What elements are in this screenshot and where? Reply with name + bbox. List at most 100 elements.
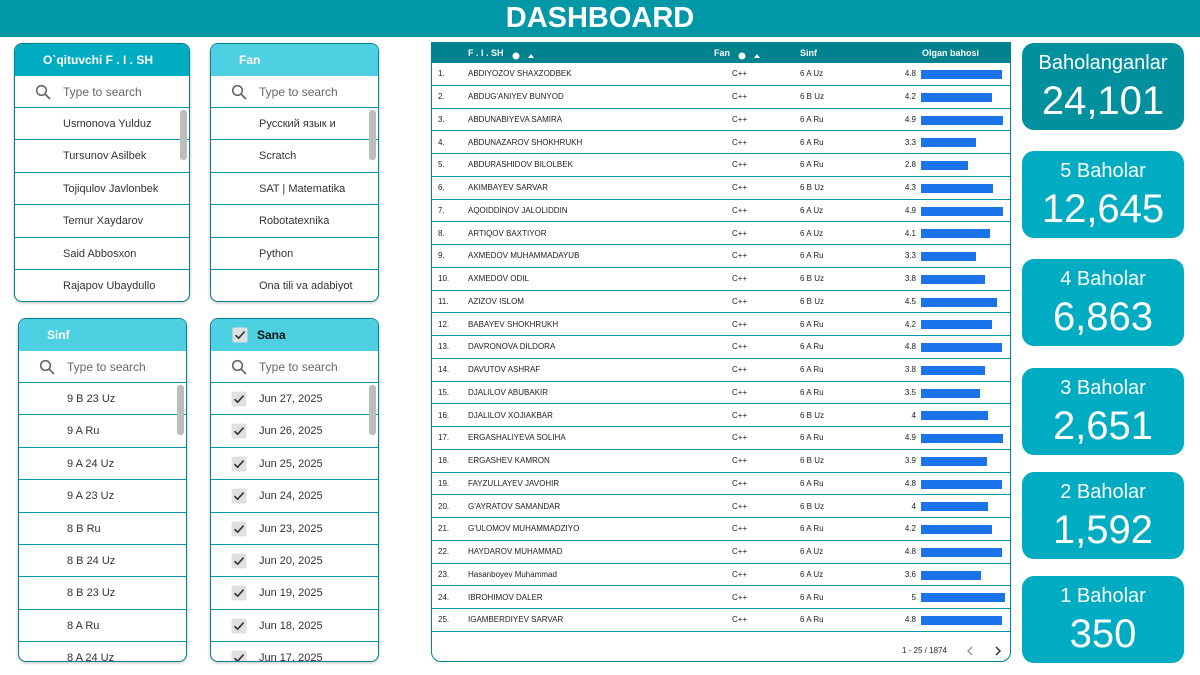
filter-item[interactable]: Jun 25, 2025 <box>211 448 378 481</box>
filter-item[interactable]: Temur Xaydarov <box>15 205 189 238</box>
kpi-label: 4 Baholar <box>1060 268 1146 290</box>
row-number: 5. <box>438 160 445 170</box>
search-box[interactable]: Type to search <box>211 76 378 108</box>
class: 6 A Ru <box>800 365 824 375</box>
kpi-card: 3 Baholar 2,651 <box>1022 368 1184 455</box>
column-header[interactable]: F . I . SH <box>468 48 504 58</box>
class: 6 B Uz <box>800 274 825 284</box>
filter-item[interactable]: 8 B Ru <box>19 513 186 545</box>
filter-item[interactable]: 8 B 24 Uz <box>19 545 186 578</box>
column-header[interactable]: Sinf <box>800 48 817 58</box>
filter-title: O`qituvchi F . I . SH <box>15 44 189 76</box>
sort-icon <box>512 48 536 60</box>
column-header[interactable]: Fan <box>714 48 731 58</box>
subject: C++ <box>732 478 748 488</box>
row-number: 14. <box>438 365 450 375</box>
row-number: 12. <box>438 319 450 329</box>
filter-item[interactable]: Jun 17, 2025 <box>211 642 378 661</box>
row-number: 2. <box>438 92 445 102</box>
score: 4.8 <box>904 69 916 79</box>
filter-item[interactable]: Tursunov Asilbek <box>15 140 189 173</box>
filter-item[interactable]: 8 A Ru <box>19 610 186 643</box>
filter-item[interactable]: Jun 26, 2025 <box>211 415 378 448</box>
row-number: 25. <box>438 615 450 625</box>
score-bar <box>921 525 992 534</box>
class: 6 B Uz <box>800 183 825 193</box>
filter-item[interactable]: Jun 23, 2025 <box>211 513 378 545</box>
score: 3.3 <box>904 251 916 261</box>
filter-item[interactable]: 9 A 24 Uz <box>19 448 186 481</box>
filter-title: Fan <box>211 44 378 76</box>
filter-panel: Sana Type to search Jun 27, 2025 Jun 26, 20… <box>210 318 379 662</box>
search-icon <box>231 359 247 375</box>
score-bar <box>921 434 1004 443</box>
score: 4.8 <box>904 615 916 625</box>
row-divider <box>432 312 1010 314</box>
subject: C++ <box>732 183 748 193</box>
row-divider <box>432 562 1010 564</box>
filter-item[interactable]: Русский язык и <box>211 108 378 141</box>
class: 6 B Uz <box>800 456 825 466</box>
filter-item[interactable]: Ona tili va adabiyot <box>211 270 378 301</box>
filter-item[interactable]: 9 B 23 Uz <box>19 383 186 416</box>
column-header[interactable]: Olgan bahosi <box>922 48 980 58</box>
search-box[interactable]: Type to search <box>211 351 378 383</box>
filter-item[interactable]: Jun 18, 2025 <box>211 610 378 643</box>
score-bar <box>921 115 1004 125</box>
item-checkbox <box>231 391 247 407</box>
row-divider <box>432 448 1010 450</box>
filter-item[interactable]: Robotatexnika <box>211 205 378 238</box>
filter-panel: Fan Type to search Русский язык и Scratch SA… <box>210 43 379 302</box>
subject: C++ <box>732 137 748 147</box>
row-divider <box>432 289 1010 291</box>
score-bar <box>921 502 989 512</box>
item-checkbox <box>231 456 247 472</box>
score-bar <box>921 616 1002 625</box>
row-number: 23. <box>438 569 450 579</box>
filter-item[interactable]: Rajapov Ubaydullo <box>15 270 189 301</box>
search-box[interactable]: Type to search <box>19 351 186 383</box>
student-name: ABDUNABIYEVA SAMIRA <box>468 114 563 124</box>
student-name: AQOIDDINOV JALOLIDDIN <box>468 205 568 215</box>
class: 6 A Uz <box>800 547 824 557</box>
row-divider <box>432 630 1010 632</box>
filter-item[interactable]: Usmonova Yulduz <box>15 108 189 141</box>
search-box[interactable]: Type to search <box>15 76 189 108</box>
filter-item[interactable]: Jun 27, 2025 <box>211 383 378 416</box>
row-divider <box>432 244 1010 245</box>
search-icon <box>231 84 247 100</box>
next-page <box>993 644 1003 656</box>
class: 6 B Uz <box>800 410 825 420</box>
kpi-card: 4 Baholar 6,863 <box>1022 259 1184 346</box>
filter-item[interactable]: Jun 20, 2025 <box>211 545 378 578</box>
scrollbar <box>369 385 376 435</box>
score: 4.8 <box>904 478 916 488</box>
kpi-card: 2 Baholar 1,592 <box>1022 472 1184 559</box>
filter-item[interactable]: Said Abbosxon <box>15 238 189 270</box>
scrollbar <box>369 110 376 160</box>
score: 3.5 <box>904 387 916 397</box>
filter-item[interactable]: Jun 19, 2025 <box>211 577 378 610</box>
kpi-value: 1,592 <box>1052 508 1154 552</box>
filter-item[interactable]: 9 A Ru <box>19 415 186 448</box>
score-bar <box>921 456 987 466</box>
score: 3.9 <box>904 456 916 466</box>
student-name: ERGASHEV KAMRON <box>468 456 550 466</box>
subject: C++ <box>732 501 748 511</box>
kpi-value: 12,645 <box>1041 187 1165 231</box>
row-divider <box>432 221 1010 223</box>
row-divider <box>432 84 1010 86</box>
subject: C++ <box>732 319 748 329</box>
score-bar <box>921 229 990 239</box>
filter-item[interactable]: Python <box>211 238 378 270</box>
filter-item[interactable]: Tojiqulov Javlonbek <box>15 173 189 206</box>
filter-item[interactable]: Scratch <box>211 140 378 173</box>
filter-item[interactable]: SAT | Matematika <box>211 173 378 206</box>
class: 6 B Uz <box>800 501 825 511</box>
filter-item[interactable]: Jun 24, 2025 <box>211 480 378 513</box>
filter-item[interactable]: 8 A 24 Uz <box>19 642 186 661</box>
item-checkbox <box>231 423 247 439</box>
filter-item[interactable]: 9 A 23 Uz <box>19 480 186 513</box>
kpi-card: 5 Baholar 12,645 <box>1022 151 1184 238</box>
filter-item[interactable]: 8 B 23 Uz <box>19 577 186 610</box>
